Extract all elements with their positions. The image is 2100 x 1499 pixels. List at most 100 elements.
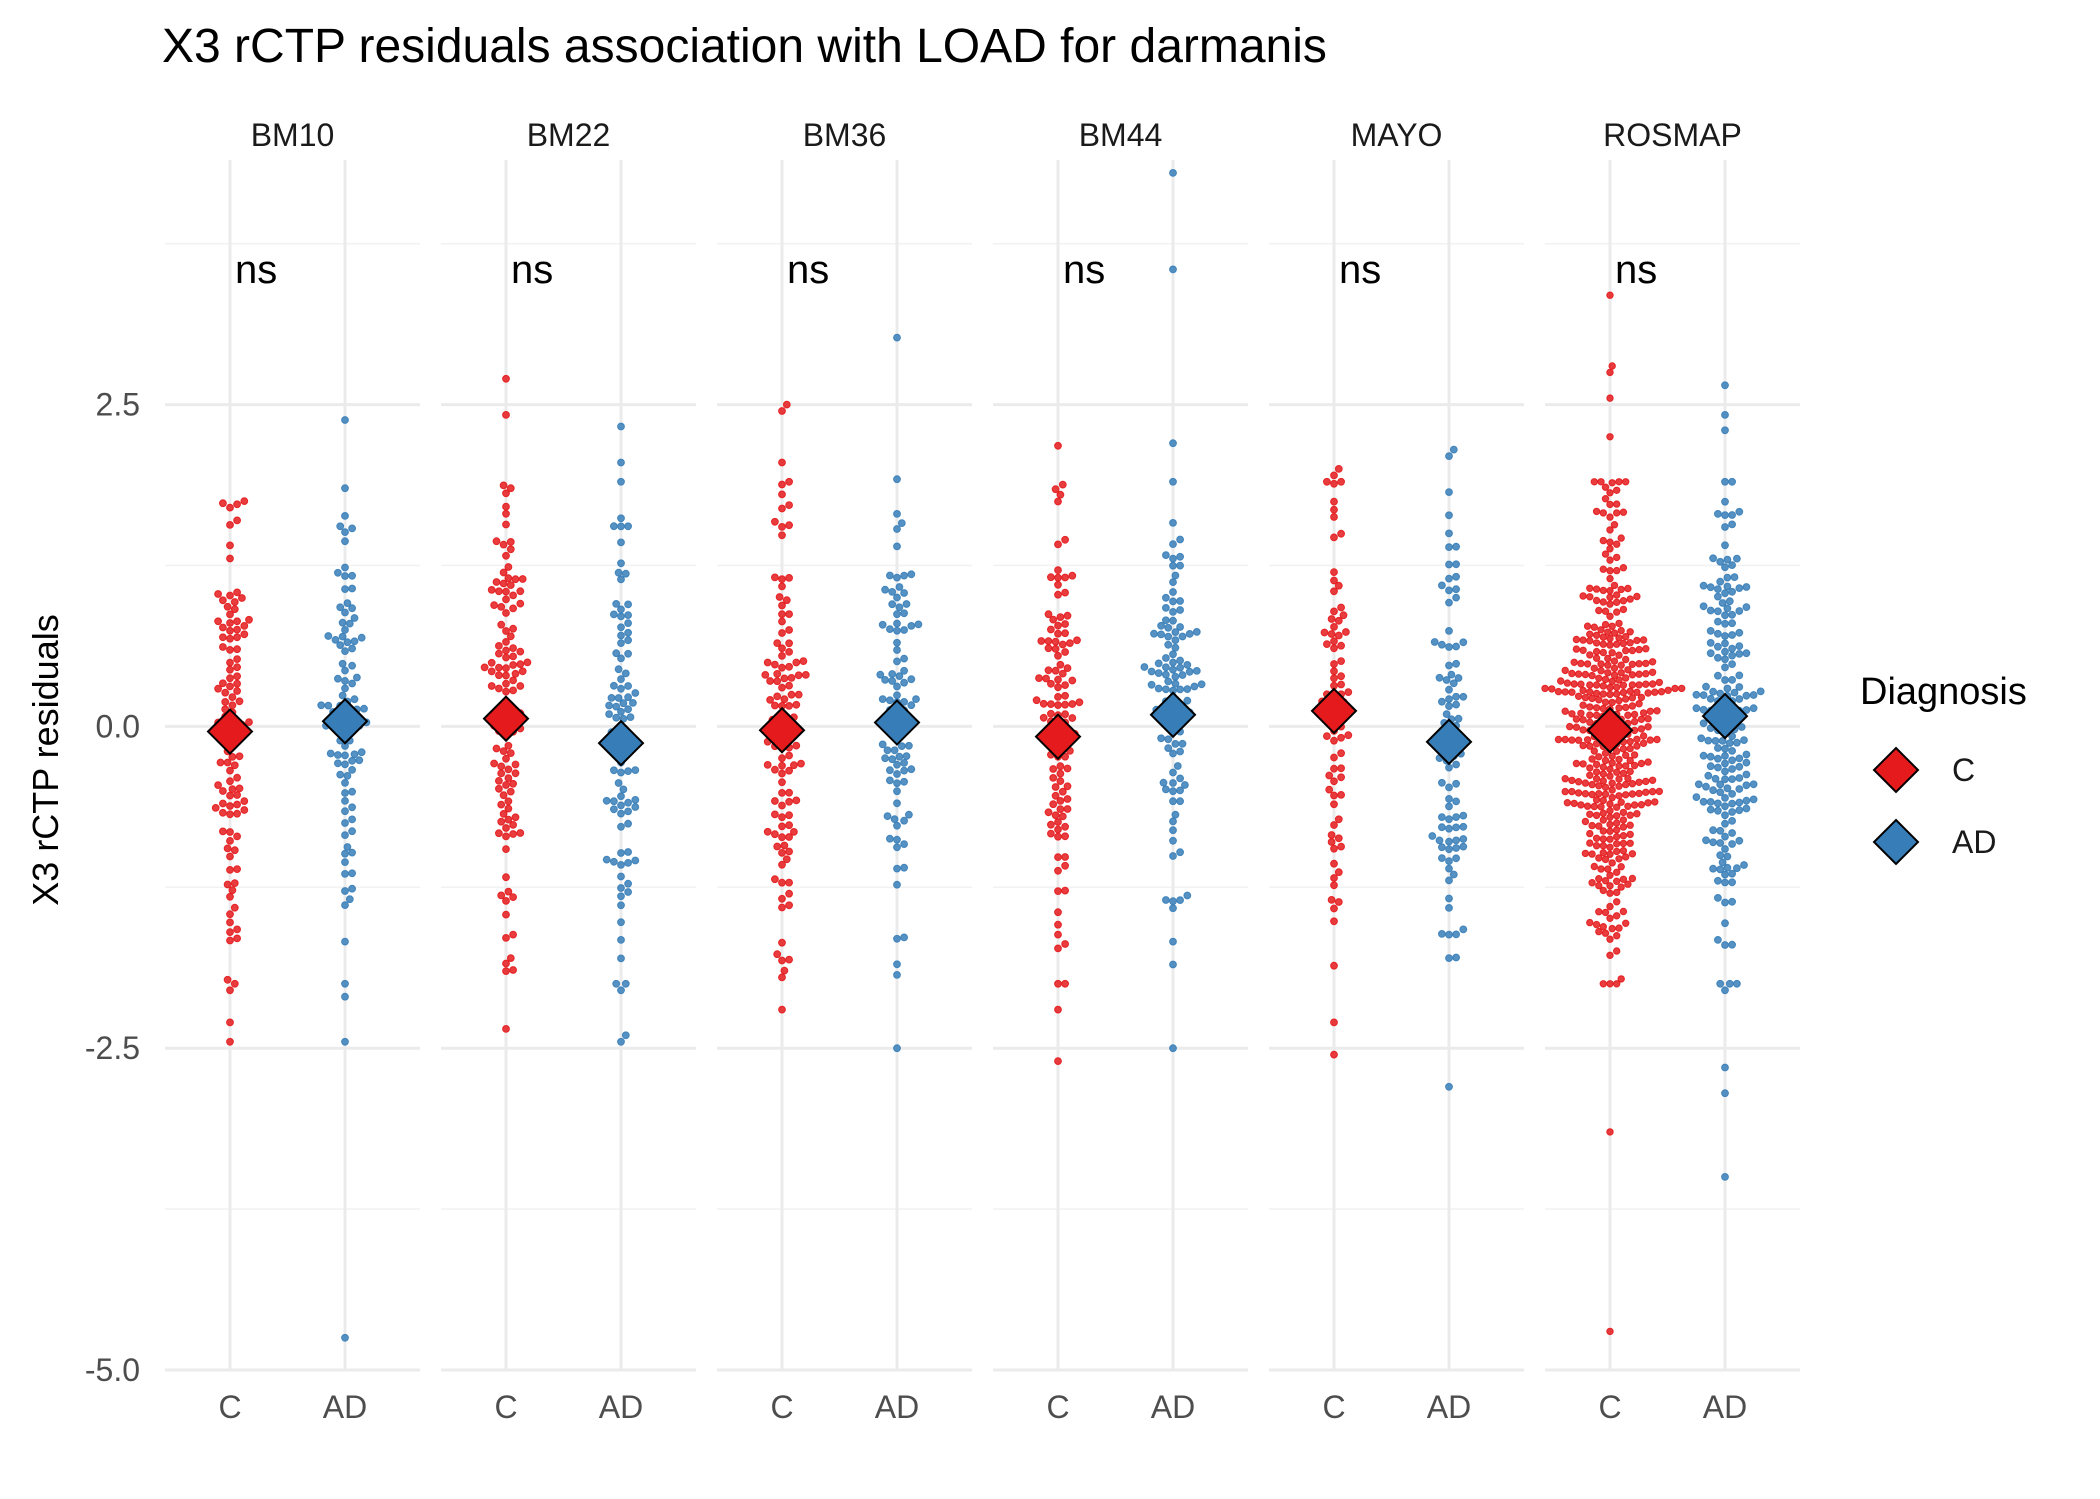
data-point: [509, 779, 517, 788]
data-point: [1606, 587, 1614, 595]
data-point: [1452, 700, 1460, 709]
data-point: [509, 661, 517, 669]
data-point: [1628, 790, 1637, 798]
data-point: [1047, 829, 1055, 838]
data-point: [343, 599, 352, 607]
data-point: [778, 938, 786, 947]
data-point: [502, 502, 510, 511]
data-point: [1721, 878, 1729, 887]
data-point: [617, 639, 625, 647]
data-point: [1735, 785, 1744, 793]
data-point: [1337, 529, 1345, 538]
data-point: [502, 781, 510, 789]
data-point: [1452, 797, 1460, 806]
data-point: [1459, 638, 1468, 647]
data-point: [1721, 589, 1729, 598]
data-point: [1622, 791, 1630, 799]
data-point: [1438, 778, 1446, 787]
data-point: [1058, 812, 1067, 821]
data-point: [1579, 716, 1587, 724]
data-point: [219, 827, 227, 836]
data-point: [624, 879, 632, 888]
data-point: [1633, 636, 1641, 645]
data-point: [607, 694, 616, 702]
data-point: [1646, 736, 1655, 744]
data-point: [1606, 368, 1614, 377]
data-point: [1061, 700, 1069, 709]
data-point: [1150, 629, 1158, 638]
data-point: [1162, 785, 1170, 794]
x-tick-label: AD: [1703, 1389, 1747, 1425]
data-point: [1171, 628, 1180, 636]
data-point: [1714, 607, 1722, 616]
data-point: [1615, 619, 1623, 628]
data-point: [341, 647, 349, 655]
data-point: [1606, 935, 1614, 943]
data-point: [1601, 855, 1610, 864]
data-point: [348, 571, 357, 580]
data-point: [624, 649, 632, 658]
data-point: [1445, 627, 1453, 635]
data-point: [1622, 919, 1630, 927]
data-point: [497, 891, 506, 900]
data-point: [1334, 616, 1343, 625]
data-point: [317, 701, 326, 710]
data-point: [785, 751, 793, 760]
data-point: [1049, 615, 1058, 624]
data-point: [326, 749, 335, 758]
data-point: [624, 848, 632, 856]
data-point: [233, 672, 242, 681]
data-point: [1330, 471, 1338, 480]
data-point: [1183, 685, 1192, 693]
data-point: [1154, 684, 1163, 693]
data-point: [1445, 488, 1453, 497]
data-point: [497, 769, 506, 778]
data-point: [778, 789, 786, 797]
data-point: [1628, 660, 1637, 668]
data-point: [1606, 538, 1614, 546]
data-point: [617, 918, 625, 927]
data-point: [1592, 631, 1601, 639]
data-point: [1613, 486, 1621, 494]
data-point: [902, 752, 911, 760]
data-point: [226, 892, 234, 901]
data-point: [1147, 680, 1156, 689]
data-point: [1049, 765, 1058, 773]
data-point: [763, 827, 772, 836]
data-point: [1706, 583, 1715, 592]
significance-label: ns: [235, 248, 277, 292]
data-point: [1330, 1018, 1338, 1027]
data-point: [502, 646, 510, 655]
data-point: [1735, 754, 1744, 763]
data-point: [1445, 904, 1453, 912]
data-point: [1330, 961, 1338, 970]
data-point: [617, 901, 625, 910]
data-point: [893, 638, 901, 647]
data-point: [778, 490, 786, 499]
data-point: [1619, 681, 1628, 689]
data-point: [226, 918, 234, 927]
data-point: [1592, 647, 1601, 656]
data-point: [341, 831, 349, 839]
data-point: [1586, 681, 1594, 689]
data-point: [1721, 663, 1729, 672]
data-point: [1330, 753, 1338, 762]
data-point: [233, 800, 242, 809]
data-point: [883, 746, 892, 755]
data-point: [1592, 639, 1601, 647]
data-point: [1725, 597, 1734, 606]
data-point: [617, 986, 625, 995]
data-point: [1626, 756, 1634, 765]
data-point: [771, 765, 779, 774]
data-point: [1323, 640, 1331, 648]
data-point: [1714, 585, 1722, 593]
data-point: [888, 588, 897, 596]
data-point: [1054, 651, 1062, 660]
data-point: [893, 835, 901, 844]
data-point: [1737, 723, 1746, 731]
data-point: [1606, 683, 1614, 692]
data-point: [509, 604, 517, 613]
data-point: [617, 654, 625, 663]
data-point: [778, 617, 786, 626]
legend-title: Diagnosis: [1860, 671, 2027, 713]
